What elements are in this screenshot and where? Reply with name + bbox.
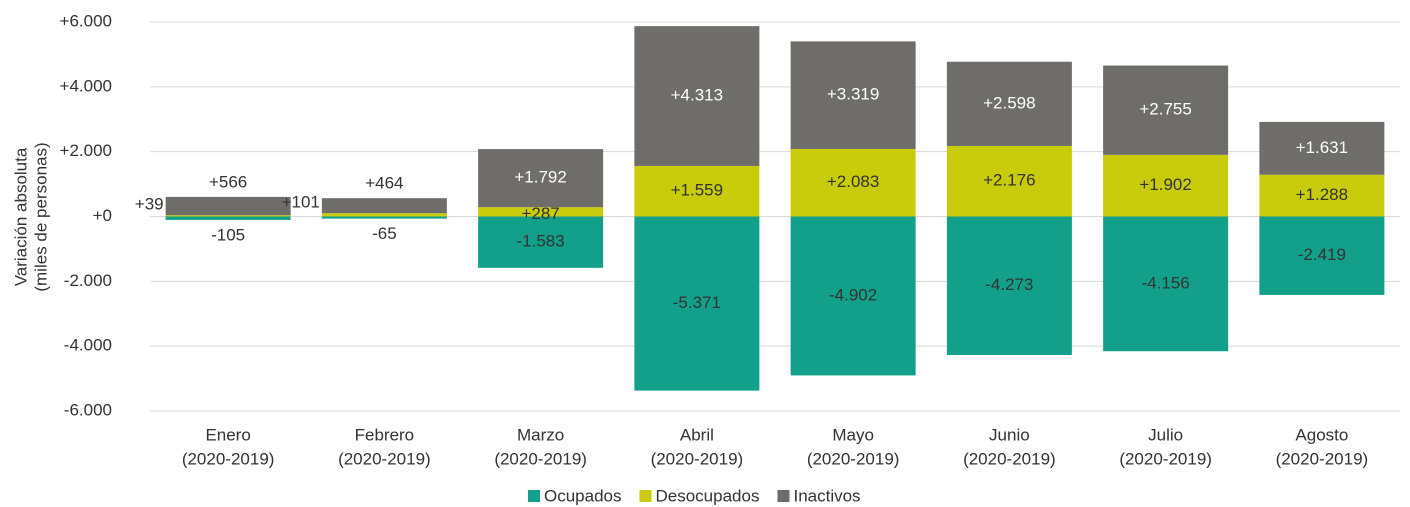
bar-segment (634, 216, 760, 391)
x-tick-label: (2020-2019) (963, 449, 1056, 468)
data-label: +39 (135, 195, 164, 214)
data-label: +101 (282, 193, 320, 212)
data-label: +2.755 (1139, 100, 1191, 119)
bar-segment (790, 41, 916, 149)
bar-segment (478, 149, 604, 208)
bar-segment (321, 198, 447, 214)
bar-segment (1103, 65, 1229, 155)
bar-segment (790, 216, 916, 376)
data-label: +1.902 (1139, 175, 1191, 194)
bar-segment (1259, 174, 1385, 217)
data-label: +1.631 (1296, 138, 1348, 157)
x-tick-label: Enero (205, 425, 250, 444)
bar-segment (634, 26, 760, 166)
y-tick-label: +0 (93, 206, 112, 225)
x-tick-label: Febrero (355, 425, 415, 444)
data-label: +1.288 (1296, 185, 1348, 204)
y-tick-label: -4.000 (64, 336, 112, 355)
bar-segment (321, 213, 447, 217)
x-tick-label: Junio (989, 425, 1030, 444)
data-label: +1.559 (671, 181, 723, 200)
legend-swatch (639, 490, 652, 502)
bar-segment (790, 148, 916, 217)
x-tick-label: (2020-2019) (1276, 449, 1369, 468)
bar-segment (1103, 216, 1229, 352)
bar-segment (321, 216, 447, 219)
data-label: +1.792 (514, 168, 566, 187)
data-label: +464 (365, 174, 403, 193)
y-tick-label: +4.000 (60, 76, 112, 95)
data-label: +2.176 (983, 171, 1035, 190)
bar-segment (1259, 216, 1385, 295)
data-label: -2.419 (1298, 245, 1346, 264)
data-label: +2.083 (827, 172, 879, 191)
bar-segment (1259, 121, 1385, 175)
x-tick-label: (2020-2019) (1119, 449, 1212, 468)
legend-label: Inactivos (793, 486, 860, 505)
y-tick-label: +6.000 (60, 11, 112, 30)
y-tick-label: -2.000 (64, 271, 112, 290)
data-label: +3.319 (827, 85, 879, 104)
bar-segment (946, 216, 1072, 356)
data-label: -65 (372, 224, 397, 243)
bar-segment (165, 215, 291, 217)
data-label: +4.313 (671, 86, 723, 105)
x-tick-label: (2020-2019) (494, 449, 587, 468)
legend-label: Ocupados (544, 486, 622, 505)
data-label: +2.598 (983, 93, 1035, 112)
x-tick-label: (2020-2019) (338, 449, 431, 468)
x-tick-label: (2020-2019) (651, 449, 744, 468)
data-label: -4.902 (829, 285, 877, 304)
data-label: +566 (209, 172, 247, 191)
bar-segment (165, 196, 291, 216)
y-tick-label: +2.000 (60, 141, 112, 160)
bar-segment (165, 216, 291, 220)
data-label: -105 (211, 225, 245, 244)
x-tick-label: Julio (1148, 425, 1183, 444)
bar-segment (478, 207, 604, 217)
data-label: -1.583 (517, 232, 565, 251)
x-tick-label: Agosto (1295, 425, 1348, 444)
data-label: -4.273 (985, 275, 1033, 294)
x-tick-label: (2020-2019) (182, 449, 275, 468)
x-tick-label: Marzo (517, 425, 564, 444)
data-label: -4.156 (1142, 273, 1190, 292)
x-tick-label: (2020-2019) (807, 449, 900, 468)
bar-segment (946, 61, 1072, 146)
legend-swatch (528, 490, 540, 502)
legend-swatch (777, 490, 790, 502)
x-tick-label: Mayo (832, 425, 874, 444)
bar-segment (1103, 154, 1229, 217)
data-label: -5.371 (673, 293, 721, 312)
bar-segment (478, 216, 604, 268)
y-tick-label: -6.000 (64, 400, 112, 419)
x-tick-label: Abril (680, 425, 714, 444)
y-axis-title: (miles de personas) (31, 142, 50, 291)
y-axis-title: Variación absoluta (11, 147, 30, 286)
bar-segment (634, 165, 760, 217)
legend-label: Desocupados (656, 486, 760, 505)
data-label: +287 (521, 204, 559, 223)
bar-segment (946, 145, 1072, 217)
